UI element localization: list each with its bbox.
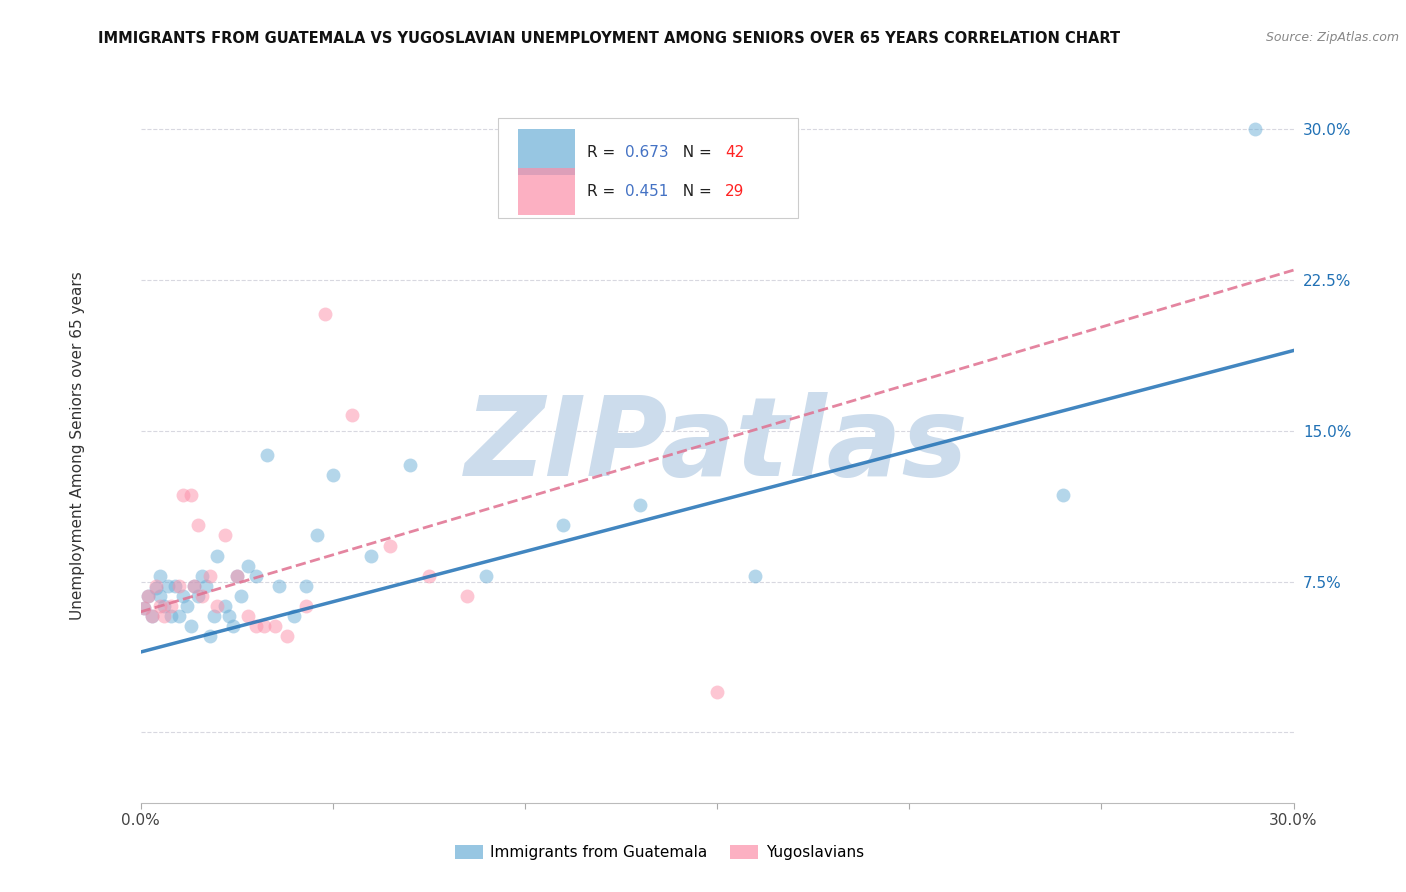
- Point: [180, 488, 202, 502]
- Point: [152, 608, 174, 623]
- Point: [744, 568, 766, 582]
- Point: [180, 619, 202, 633]
- Point: [238, 558, 260, 573]
- Point: [167, 579, 190, 593]
- Point: [222, 619, 245, 633]
- Point: [456, 589, 478, 603]
- Point: [322, 468, 344, 483]
- Point: [475, 568, 498, 582]
- Point: [380, 539, 402, 553]
- Point: [187, 518, 209, 533]
- Point: [136, 589, 159, 603]
- Point: [418, 568, 440, 582]
- Text: Unemployment Among Seniors over 65 years: Unemployment Among Seniors over 65 years: [70, 272, 84, 620]
- Text: 0.673: 0.673: [624, 145, 668, 160]
- Point: [245, 568, 267, 582]
- Point: [267, 579, 290, 593]
- Text: 42: 42: [725, 145, 744, 160]
- Text: N =: N =: [673, 184, 717, 199]
- Point: [198, 629, 221, 643]
- Point: [145, 581, 167, 595]
- Point: [1052, 488, 1074, 502]
- Point: [198, 568, 221, 582]
- Text: Source: ZipAtlas.com: Source: ZipAtlas.com: [1265, 31, 1399, 45]
- FancyBboxPatch shape: [517, 169, 575, 215]
- Point: [706, 685, 728, 699]
- Point: [314, 307, 336, 321]
- Point: [152, 599, 174, 613]
- Point: [183, 579, 205, 593]
- Point: [360, 549, 382, 563]
- Point: [214, 599, 236, 613]
- Point: [340, 408, 363, 422]
- Legend: Immigrants from Guatemala, Yugoslavians: Immigrants from Guatemala, Yugoslavians: [449, 839, 870, 866]
- Point: [1244, 122, 1267, 136]
- Point: [295, 579, 318, 593]
- Point: [398, 458, 420, 472]
- Point: [245, 619, 267, 633]
- Point: [202, 608, 225, 623]
- Point: [134, 600, 156, 615]
- Point: [252, 619, 274, 633]
- Text: ZIPatlas: ZIPatlas: [465, 392, 969, 500]
- Point: [553, 518, 575, 533]
- Text: R =: R =: [586, 184, 620, 199]
- Text: N =: N =: [673, 145, 717, 160]
- Point: [134, 600, 156, 615]
- FancyBboxPatch shape: [498, 118, 797, 218]
- Point: [238, 608, 260, 623]
- Point: [283, 608, 305, 623]
- Point: [165, 579, 187, 593]
- Point: [307, 528, 329, 542]
- Point: [218, 608, 240, 623]
- Point: [172, 488, 194, 502]
- Point: [176, 599, 198, 613]
- Point: [191, 568, 214, 582]
- Text: 29: 29: [725, 184, 745, 199]
- Point: [194, 579, 217, 593]
- Point: [167, 608, 190, 623]
- Text: IMMIGRANTS FROM GUATEMALA VS YUGOSLAVIAN UNEMPLOYMENT AMONG SENIORS OVER 65 YEAR: IMMIGRANTS FROM GUATEMALA VS YUGOSLAVIAN…: [98, 31, 1121, 46]
- Point: [160, 608, 183, 623]
- Point: [207, 599, 229, 613]
- Point: [145, 579, 167, 593]
- Point: [149, 589, 172, 603]
- Point: [225, 568, 247, 582]
- Point: [187, 589, 209, 603]
- Point: [141, 608, 163, 623]
- Text: 0.451: 0.451: [624, 184, 668, 199]
- Point: [264, 619, 287, 633]
- Point: [156, 579, 179, 593]
- Point: [295, 599, 318, 613]
- Point: [225, 568, 247, 582]
- Point: [256, 448, 278, 462]
- Point: [136, 589, 159, 603]
- Point: [141, 608, 163, 623]
- Point: [214, 528, 236, 542]
- Point: [229, 589, 252, 603]
- Point: [276, 629, 298, 643]
- FancyBboxPatch shape: [517, 129, 575, 176]
- Point: [160, 599, 183, 613]
- Text: R =: R =: [586, 145, 620, 160]
- Point: [207, 549, 229, 563]
- Point: [172, 589, 194, 603]
- Point: [183, 579, 205, 593]
- Point: [191, 589, 214, 603]
- Point: [149, 599, 172, 613]
- Point: [628, 498, 651, 512]
- Point: [149, 568, 172, 582]
